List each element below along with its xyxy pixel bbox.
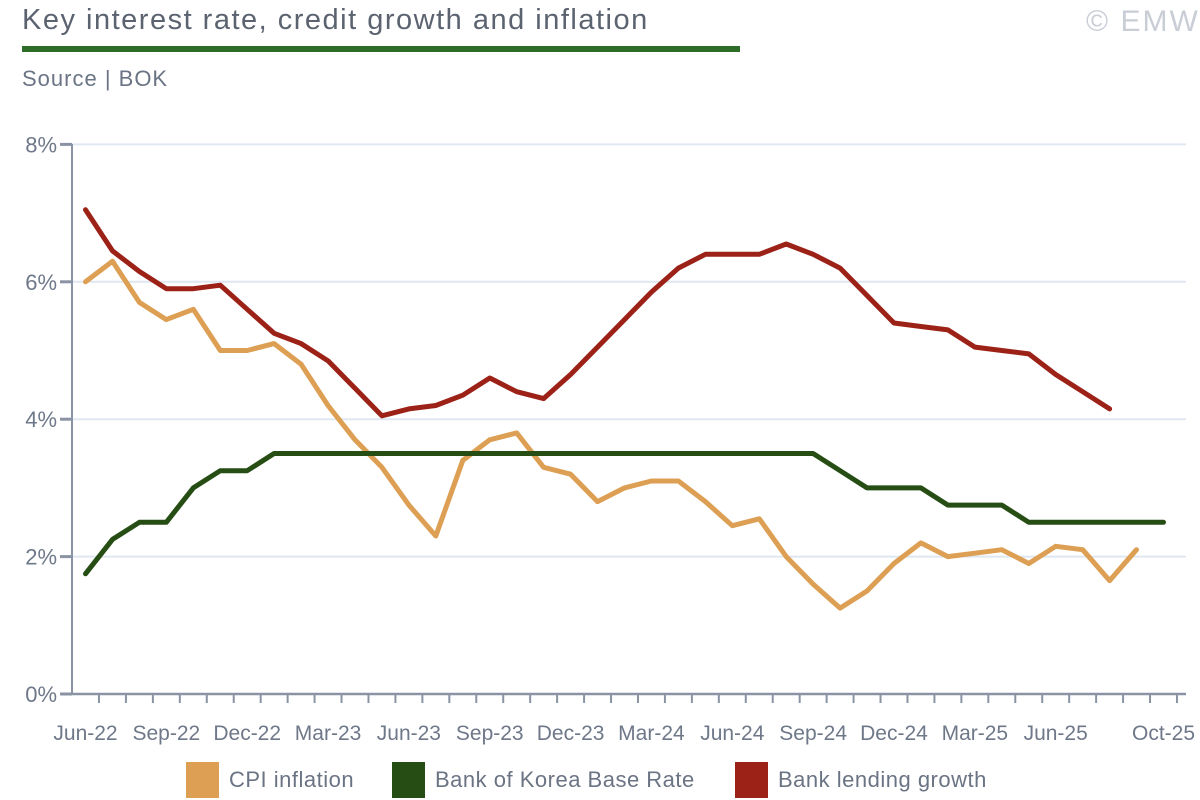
- source-label: Source | BOK: [22, 66, 169, 91]
- x-axis-label: Dec-23: [537, 722, 605, 745]
- copyright-watermark: © EMW: [1086, 5, 1200, 38]
- series-line-bank-of-korea-base-rate: [83, 451, 1166, 577]
- x-axis-label: Dec-24: [860, 722, 928, 745]
- page-title: Key interest rate, credit growth and inf…: [22, 4, 649, 36]
- legend-item-base-rate: Bank of Korea Base Rate: [392, 762, 695, 798]
- x-axis-label: Jun-24: [700, 722, 765, 745]
- legend-item-cpi-inflation: CPI inflation: [186, 762, 354, 798]
- y-axis-label: 4%: [25, 407, 57, 432]
- y-axis-label: 6%: [25, 270, 57, 295]
- legend-label: CPI inflation: [229, 767, 355, 792]
- cpi-inflation-swatch: [186, 762, 219, 798]
- series-line-bank-lending-growth: [83, 207, 1113, 419]
- series-line-cpi-inflation: [83, 258, 1139, 611]
- legend-label: Bank of Korea Base Rate: [435, 767, 695, 792]
- x-axis-label: Jun-23: [377, 722, 441, 745]
- x-axis-label: Jun-22: [53, 722, 117, 745]
- x-axis-label: Mar-25: [942, 722, 1009, 745]
- x-axis-label: Sep-22: [132, 722, 200, 745]
- lending-growth-swatch: [735, 762, 768, 798]
- y-axis-label: 2%: [25, 545, 57, 570]
- x-axis-label: Sep-23: [456, 722, 524, 745]
- y-axis-label: 8%: [25, 132, 57, 157]
- legend-item-lending-growth: Bank lending growth: [735, 762, 987, 798]
- y-axis-label: 0%: [25, 682, 57, 707]
- base-rate-swatch: [392, 762, 425, 798]
- title-underline: [22, 46, 740, 52]
- legend: CPI inflation Bank of Korea Base Rate Ba…: [0, 762, 1200, 800]
- x-axis-label: Oct-25: [1132, 722, 1195, 745]
- x-axis-label: Sep-24: [779, 722, 847, 745]
- x-axis-label: Dec-22: [213, 722, 281, 745]
- legend-label: Bank lending growth: [778, 767, 987, 792]
- x-axis-label: Mar-24: [618, 722, 685, 745]
- x-axis-label: Jun-25: [1024, 722, 1088, 745]
- x-axis-label: Mar-23: [295, 722, 362, 745]
